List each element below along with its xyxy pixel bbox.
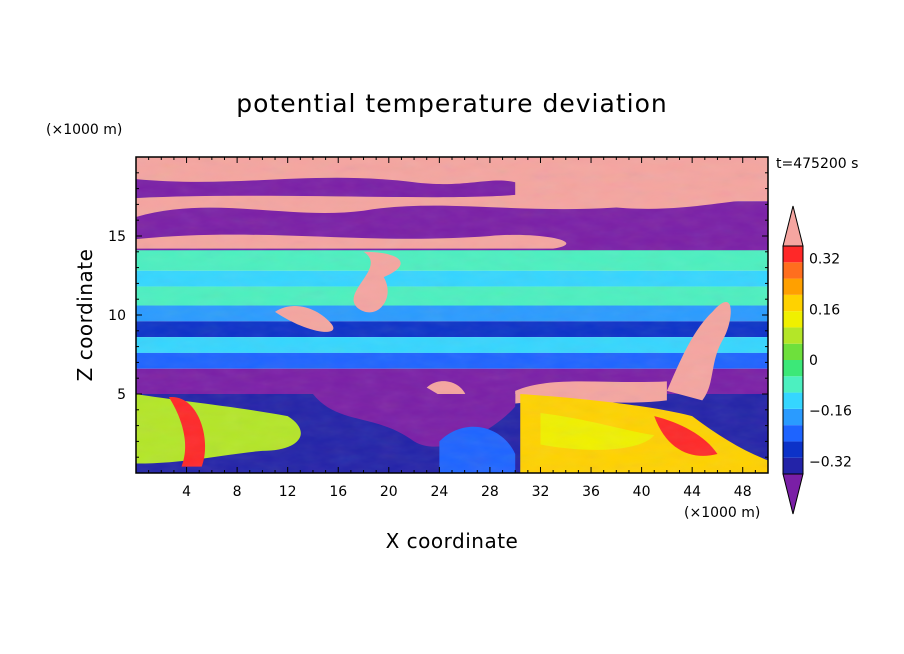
field-texture — [136, 157, 768, 473]
colorbar-label: 0 — [809, 353, 818, 369]
colorbar-swatch — [783, 425, 803, 442]
y-tick-label: 15 — [108, 229, 126, 245]
colorbar-label: −0.16 — [809, 404, 852, 420]
y-tick-label: 5 — [117, 387, 126, 403]
colorbar-swatch — [783, 360, 803, 377]
x-tick-label: 28 — [481, 484, 499, 500]
colorbar-swatch — [783, 327, 803, 344]
x-tick-label: 20 — [380, 484, 398, 500]
colorbar-swatch — [783, 311, 803, 328]
colorbar-swatch — [783, 294, 803, 312]
y-unit-label: (×1000 m) — [46, 122, 122, 138]
colorbar-swatch — [783, 343, 803, 360]
contour-field — [136, 157, 768, 473]
colorbar-swatch — [783, 278, 803, 295]
x-tick-label: 40 — [633, 484, 651, 500]
x-tick-label: 48 — [734, 484, 752, 500]
x-axis-label: X coordinate — [386, 529, 519, 553]
colorbar-swatch — [783, 246, 803, 263]
x-tick-label: 32 — [532, 484, 550, 500]
colorbar-frame — [782, 245, 804, 475]
colorbar-swatch — [783, 441, 803, 458]
colorbar-max-arrow — [782, 205, 804, 247]
x-tick-label: 24 — [430, 484, 448, 500]
y-axis: 5 10 15 — [108, 172, 768, 458]
colorbar-label: −0.32 — [809, 454, 852, 470]
colorbar-swatch — [783, 262, 803, 279]
chart-title: potential temperature deviation — [236, 89, 667, 118]
x-tick-label: 36 — [582, 484, 600, 500]
x-unit-label: (×1000 m) — [684, 505, 760, 521]
x-tick-label: 4 — [182, 484, 191, 500]
colorbar-swatch — [783, 408, 803, 426]
y-tick-label: 10 — [108, 308, 126, 324]
x-axis: 4 8 12 16 20 24 28 32 36 40 44 48 — [148, 157, 756, 500]
colorbar-label: 0.16 — [809, 302, 840, 318]
x-tick-label: 8 — [233, 484, 242, 500]
x-tick-label: 12 — [279, 484, 297, 500]
x-tick-label: 44 — [683, 484, 701, 500]
colorbar-swatch — [783, 392, 803, 409]
colorbar-label: 0.32 — [809, 252, 840, 268]
colorbar-swatch — [783, 376, 803, 393]
colorbar-swatch — [783, 457, 803, 474]
time-label: t=475200 s — [776, 156, 858, 172]
colorbar-min-arrow — [782, 473, 804, 515]
colorbar: 0.32 0.16 0 −0.16 −0.32 — [782, 205, 852, 515]
x-tick-label: 16 — [329, 484, 347, 500]
y-axis-label: Z coordinate — [73, 249, 97, 382]
